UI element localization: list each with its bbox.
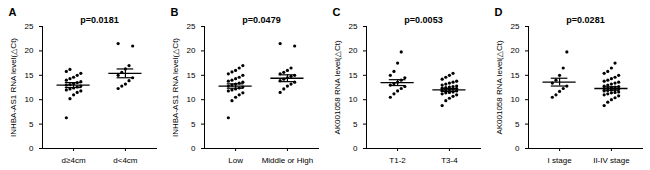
- svg-text:0: 0: [191, 144, 196, 153]
- svg-text:T1-2: T1-2: [389, 156, 406, 165]
- svg-text:d≥4cm: d≥4cm: [62, 156, 86, 165]
- svg-text:T3-4: T3-4: [441, 156, 458, 165]
- svg-text:0: 0: [353, 144, 358, 153]
- svg-text:5: 5: [353, 120, 358, 129]
- svg-text:15: 15: [187, 71, 196, 80]
- svg-text:15: 15: [349, 71, 358, 80]
- svg-text:5: 5: [515, 120, 520, 129]
- svg-text:I stage: I stage: [548, 156, 573, 165]
- svg-text:p=0.0479: p=0.0479: [242, 15, 280, 25]
- svg-text:INHBA-AS1 RNA level(△Ct): INHBA-AS1 RNA level(△Ct): [171, 38, 180, 137]
- svg-text:25: 25: [349, 22, 358, 31]
- svg-text:20: 20: [25, 46, 34, 55]
- svg-text:B: B: [171, 6, 179, 18]
- svg-text:10: 10: [349, 95, 358, 104]
- svg-text:20: 20: [511, 46, 520, 55]
- svg-text:25: 25: [187, 22, 196, 31]
- svg-text:5: 5: [191, 120, 196, 129]
- svg-text:II-IV stage: II-IV stage: [593, 156, 630, 165]
- svg-text:25: 25: [511, 22, 520, 31]
- svg-text:D: D: [495, 6, 503, 18]
- svg-text:10: 10: [511, 95, 520, 104]
- svg-text:0: 0: [515, 144, 520, 153]
- svg-text:p=0.0181: p=0.0181: [80, 15, 118, 25]
- svg-text:20: 20: [349, 46, 358, 55]
- svg-text:5: 5: [29, 120, 34, 129]
- svg-text:AK001058 RNA level(△Ct): AK001058 RNA level(△Ct): [495, 40, 504, 135]
- svg-text:A: A: [9, 6, 17, 18]
- svg-text:15: 15: [511, 71, 520, 80]
- svg-text:C: C: [333, 6, 341, 18]
- svg-text:15: 15: [25, 71, 34, 80]
- svg-text:10: 10: [187, 95, 196, 104]
- svg-text:25: 25: [25, 22, 34, 31]
- svg-text:p=0.0053: p=0.0053: [404, 15, 442, 25]
- svg-text:p=0.0281: p=0.0281: [566, 15, 604, 25]
- svg-text:Low: Low: [228, 156, 243, 165]
- svg-text:INHBA-AS1 RNA level(△Ct): INHBA-AS1 RNA level(△Ct): [9, 38, 18, 137]
- svg-text:AK001058 RNA level(△Ct): AK001058 RNA level(△Ct): [333, 40, 342, 135]
- svg-text:d<4cm: d<4cm: [113, 156, 138, 165]
- svg-text:Middle or High: Middle or High: [262, 156, 314, 165]
- svg-text:20: 20: [187, 46, 196, 55]
- svg-text:0: 0: [29, 144, 34, 153]
- svg-text:10: 10: [25, 95, 34, 104]
